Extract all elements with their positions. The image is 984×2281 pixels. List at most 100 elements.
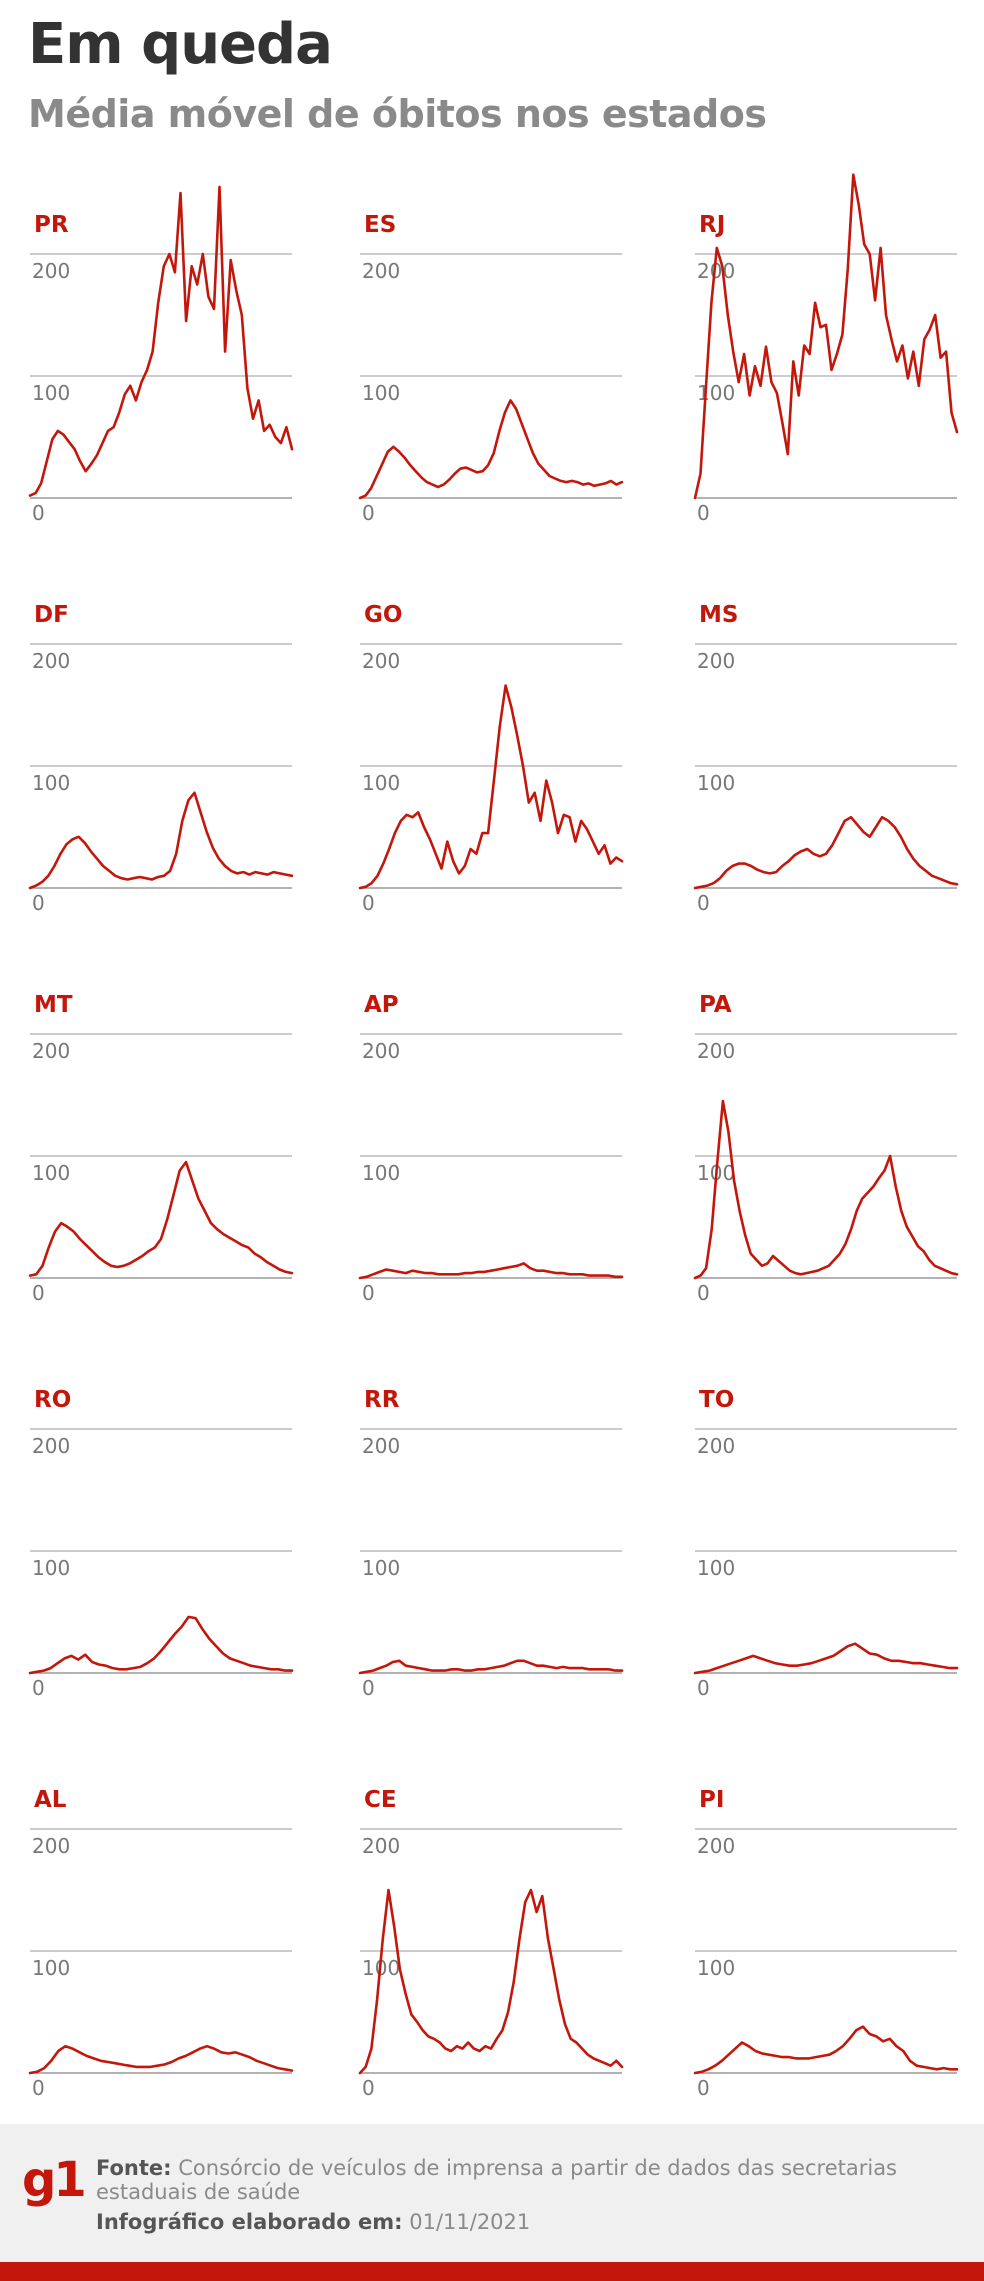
chart-panel-pr: PR 0 100 200 xyxy=(28,185,320,582)
series-line xyxy=(358,1888,624,2075)
y-tick-label: 100 xyxy=(32,1556,70,1580)
y-tick-label: 0 xyxy=(697,891,710,915)
y-tick-label: 200 xyxy=(32,259,70,283)
y-tick-label: 0 xyxy=(362,1676,375,1700)
y-tick-label: 200 xyxy=(697,1834,735,1858)
y-tick-label: 0 xyxy=(362,2076,375,2100)
chart-panel-go: GO 0 100 200 xyxy=(358,600,650,972)
y-tick-label: 0 xyxy=(697,1281,710,1305)
line-chart-df: DF 0 100 200 xyxy=(28,602,294,915)
series-line xyxy=(693,1642,959,1675)
y-tick-label: 0 xyxy=(32,2076,45,2100)
line-chart-pi: PI 0 100 200 xyxy=(693,1787,959,2100)
y-tick-label: 100 xyxy=(362,1556,400,1580)
footer xyxy=(0,2124,984,2270)
chart-panel-pi: PI 0 100 200 xyxy=(693,1785,984,2157)
line-chart-al: AL 0 100 200 xyxy=(28,1787,294,2100)
chart-panel-rr: RR 0 100 200 xyxy=(358,1385,650,1757)
state-label: TO xyxy=(699,1387,734,1413)
state-label: MS xyxy=(699,602,738,628)
state-label: RR xyxy=(364,1387,400,1413)
state-label: PA xyxy=(699,992,732,1018)
y-tick-label: 0 xyxy=(32,1281,45,1305)
source-text: Consórcio de veículos de imprensa a part… xyxy=(96,2156,897,2204)
y-tick-label: 0 xyxy=(362,891,375,915)
series-line xyxy=(693,815,959,890)
y-tick-label: 200 xyxy=(32,649,70,673)
state-label: DF xyxy=(34,602,69,628)
y-tick-label: 200 xyxy=(697,649,735,673)
y-tick-label: 100 xyxy=(697,771,735,795)
y-tick-label: 0 xyxy=(362,501,375,525)
footer-accent-bar xyxy=(0,2262,984,2281)
state-label: RJ xyxy=(699,212,725,238)
series-line xyxy=(693,173,959,500)
y-tick-label: 100 xyxy=(697,1556,735,1580)
y-tick-label: 0 xyxy=(697,501,710,525)
chart-panel-df: DF 0 100 200 xyxy=(28,600,320,972)
line-chart-pr: PR 0 100 200 xyxy=(28,185,294,525)
date-value: 01/11/2021 xyxy=(409,2210,531,2234)
y-tick-label: 100 xyxy=(32,381,70,405)
series-line xyxy=(693,2025,959,2075)
series-line xyxy=(358,1262,624,1280)
y-tick-label: 0 xyxy=(32,1676,45,1700)
y-tick-label: 100 xyxy=(697,381,735,405)
series-line xyxy=(693,1099,959,1280)
state-label: CE xyxy=(364,1787,397,1813)
chart-panel-ap: AP 0 100 200 xyxy=(358,990,650,1362)
chart-panel-ms: MS 0 100 200 xyxy=(693,600,984,972)
chart-panel-es: ES 0 100 200 xyxy=(358,210,650,582)
line-chart-ms: MS 0 100 200 xyxy=(693,602,959,915)
page-subtitle: Média móvel de óbitos nos estados xyxy=(28,92,767,136)
state-label: RO xyxy=(34,1387,71,1413)
y-tick-label: 200 xyxy=(362,1834,400,1858)
y-tick-label: 0 xyxy=(362,1281,375,1305)
y-tick-label: 200 xyxy=(362,1039,400,1063)
line-chart-rr: RR 0 100 200 xyxy=(358,1387,624,1700)
state-label: GO xyxy=(364,602,402,628)
line-chart-go: GO 0 100 200 xyxy=(358,602,624,915)
series-line xyxy=(358,684,624,890)
y-tick-label: 200 xyxy=(32,1434,70,1458)
chart-panel-rj: RJ 0 100 200 xyxy=(693,173,984,582)
line-chart-ro: RO 0 100 200 xyxy=(28,1387,294,1700)
y-tick-label: 0 xyxy=(697,2076,710,2100)
y-tick-label: 200 xyxy=(362,649,400,673)
chart-panel-mt: MT 0 100 200 xyxy=(28,990,320,1362)
chart-panel-pa: PA 0 100 200 xyxy=(693,990,984,1362)
state-label: PI xyxy=(699,1787,724,1813)
line-chart-to: TO 0 100 200 xyxy=(693,1387,959,1700)
y-tick-label: 100 xyxy=(362,381,400,405)
series-line xyxy=(358,399,624,500)
date-label: Infográfico elaborado em: xyxy=(96,2210,403,2234)
line-chart-mt: MT 0 100 200 xyxy=(28,992,294,1305)
state-label: AL xyxy=(34,1787,67,1813)
y-tick-label: 200 xyxy=(362,259,400,283)
y-tick-label: 200 xyxy=(697,1434,735,1458)
y-tick-label: 200 xyxy=(362,1434,400,1458)
y-tick-label: 0 xyxy=(697,1676,710,1700)
g1-logo: g1 xyxy=(22,2152,87,2208)
line-chart-ap: AP 0 100 200 xyxy=(358,992,624,1305)
y-tick-label: 100 xyxy=(362,1161,400,1185)
y-tick-label: 100 xyxy=(32,1161,70,1185)
page-title: Em queda xyxy=(28,12,333,77)
state-label: ES xyxy=(364,212,396,238)
y-tick-label: 200 xyxy=(32,1039,70,1063)
series-line xyxy=(28,1615,294,1675)
state-label: PR xyxy=(34,212,69,238)
y-tick-label: 200 xyxy=(32,1834,70,1858)
chart-panel-ce: CE 0 100 200 xyxy=(358,1785,650,2157)
chart-panel-to: TO 0 100 200 xyxy=(693,1385,984,1757)
y-tick-label: 0 xyxy=(32,891,45,915)
y-tick-label: 100 xyxy=(362,771,400,795)
series-line xyxy=(28,2044,294,2075)
series-line xyxy=(28,1160,294,1277)
series-line xyxy=(358,1659,624,1675)
chart-panel-al: AL 0 100 200 xyxy=(28,1785,320,2157)
series-line xyxy=(28,185,294,497)
